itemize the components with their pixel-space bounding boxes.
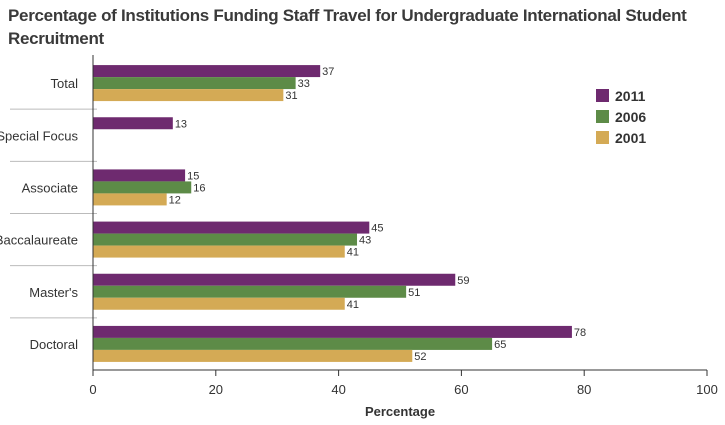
x-ticks-group: 0 20 40 60 80 100 — [89, 370, 718, 397]
x-tick-label: 40 — [331, 382, 345, 397]
data-label: 15 — [187, 170, 199, 182]
data-label: 41 — [347, 247, 359, 259]
x-tick-label: 20 — [209, 382, 223, 397]
data-label: 37 — [322, 66, 334, 78]
data-label: 51 — [408, 287, 420, 299]
data-label: 59 — [457, 275, 469, 287]
bar-2001 — [93, 89, 284, 102]
bar-2011 — [93, 325, 572, 338]
legend-label: 2011 — [615, 88, 646, 104]
data-label: 78 — [574, 327, 586, 339]
x-axis-title: Percentage — [365, 404, 435, 419]
data-label: 31 — [285, 90, 297, 102]
bar-2011 — [93, 273, 456, 286]
data-label: 41 — [347, 299, 359, 311]
bar-2006 — [93, 181, 192, 194]
bar-2006 — [93, 77, 296, 90]
bar-2011 — [93, 221, 370, 234]
legend: 2011 2006 2001 — [596, 88, 646, 146]
bar-2011 — [93, 117, 173, 130]
category-labels-group: Total Special Focus Associate Baccalaureate… — [0, 76, 78, 352]
category-separators — [10, 108, 97, 319]
legend-swatch-2001 — [596, 131, 609, 144]
data-label: 52 — [414, 351, 426, 363]
bar-2011 — [93, 169, 186, 182]
bar-2001 — [93, 193, 167, 206]
axes-group — [92, 55, 707, 376]
bar-2006 — [93, 233, 358, 246]
bar-2001 — [93, 297, 345, 310]
bar-2001 — [93, 245, 345, 258]
bar-2001 — [93, 349, 413, 362]
legend-label: 2006 — [615, 109, 646, 125]
chart-title: Percentage of Institutions Funding Staff… — [8, 6, 687, 48]
bar-2011 — [93, 65, 321, 78]
data-label: 45 — [371, 223, 383, 235]
data-label: 13 — [175, 118, 187, 130]
data-label: 16 — [193, 182, 205, 194]
bar-2006 — [93, 337, 493, 350]
category-label: Baccalaureate — [0, 233, 78, 248]
legend-label: 2001 — [615, 130, 646, 146]
bar-2006 — [93, 285, 407, 298]
data-label: 12 — [169, 194, 181, 206]
category-label: Master's — [29, 285, 78, 300]
data-label: 33 — [298, 78, 310, 90]
x-tick-label: 60 — [454, 382, 468, 397]
x-tick-label: 100 — [696, 382, 718, 397]
category-label: Associate — [22, 180, 78, 195]
category-label: Doctoral — [30, 337, 79, 352]
category-label: Total — [51, 76, 79, 91]
data-label: 65 — [494, 339, 506, 351]
x-tick-label: 80 — [577, 382, 591, 397]
x-tick-label: 0 — [89, 382, 96, 397]
bars-group — [93, 65, 572, 362]
legend-swatch-2006 — [596, 110, 609, 123]
data-label: 43 — [359, 235, 371, 247]
legend-swatch-2011 — [596, 89, 609, 102]
category-label: Special Focus — [0, 128, 78, 143]
